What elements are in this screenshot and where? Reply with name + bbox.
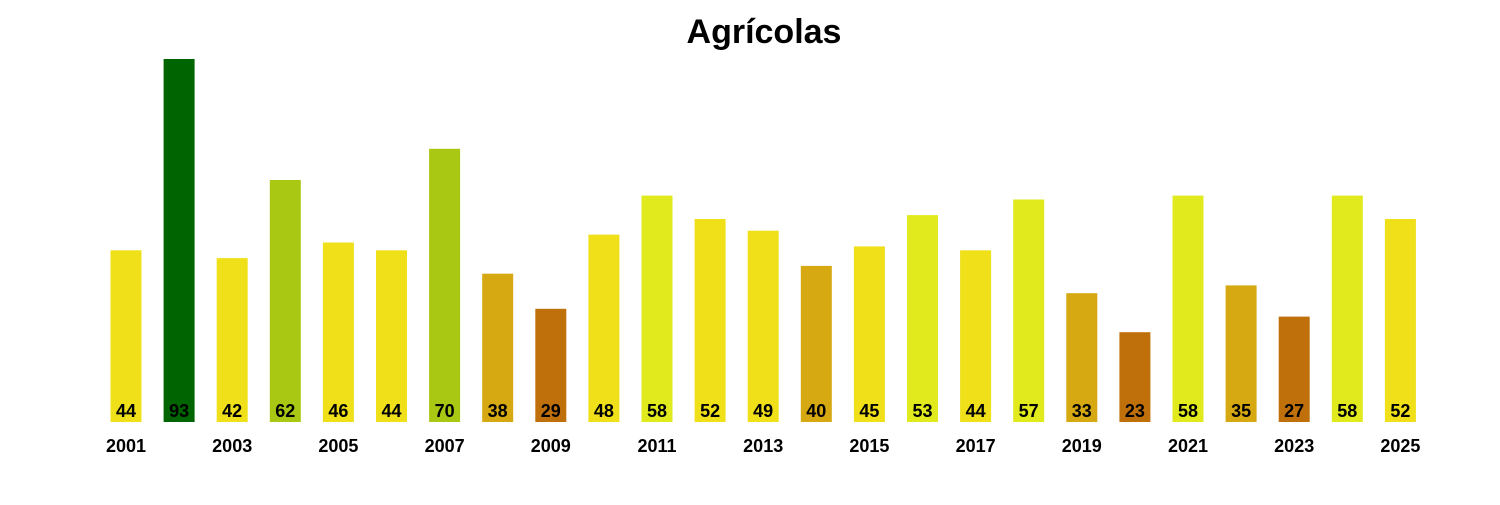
bar-2006 bbox=[376, 250, 407, 422]
value-labels-group: 44 93 42 62 46 44 70 38 29 48 58 52 49 40 45 53 44 57 33 23… bbox=[116, 401, 1410, 421]
bar-2009 bbox=[535, 308, 567, 422]
bar-2020 bbox=[1119, 332, 1151, 422]
value-label-2002: 93 bbox=[169, 401, 189, 421]
value-label-2023: 27 bbox=[1284, 401, 1304, 421]
bar-2010 bbox=[588, 234, 620, 422]
x-tick-label-2017: 2017 bbox=[956, 436, 996, 456]
bar-2016 bbox=[907, 215, 938, 422]
bar-2015 bbox=[853, 246, 885, 422]
value-label-2009: 29 bbox=[541, 401, 561, 421]
value-label-2014: 40 bbox=[806, 401, 826, 421]
value-label-2003: 42 bbox=[222, 401, 242, 421]
value-label-2011: 58 bbox=[647, 401, 667, 421]
bar-2013 bbox=[747, 230, 779, 422]
bar-2017 bbox=[960, 250, 992, 422]
x-tick-label-2023: 2023 bbox=[1274, 436, 1314, 456]
x-tick-label-2015: 2015 bbox=[849, 436, 889, 456]
bar-2023 bbox=[1278, 316, 1310, 422]
chart-title: Agrícolas bbox=[687, 13, 842, 51]
bar-2002 bbox=[163, 59, 195, 422]
x-tick-label-2001: 2001 bbox=[106, 436, 146, 456]
x-tick-label-2019: 2019 bbox=[1062, 436, 1102, 456]
value-label-2015: 45 bbox=[859, 401, 879, 421]
bar-2001 bbox=[110, 250, 142, 422]
value-label-2020: 23 bbox=[1125, 401, 1145, 421]
x-tick-label-2013: 2013 bbox=[743, 436, 783, 456]
bar-2008 bbox=[482, 273, 514, 422]
bar-2007 bbox=[429, 148, 461, 423]
bar-2022 bbox=[1225, 285, 1257, 422]
bar-2019 bbox=[1066, 293, 1098, 422]
x-axis-tick-labels: 2001 2003 2005 2007 2009 2011 2013 2015 2017 2019… bbox=[106, 436, 1420, 456]
value-label-2006: 44 bbox=[381, 401, 401, 421]
x-tick-label-2007: 2007 bbox=[425, 436, 465, 456]
value-label-2021: 58 bbox=[1178, 401, 1198, 421]
value-label-2007: 70 bbox=[435, 401, 455, 421]
value-label-2019: 33 bbox=[1072, 401, 1092, 421]
bar-2005 bbox=[322, 242, 354, 422]
value-label-2010: 48 bbox=[594, 401, 614, 421]
x-tick-label-2021: 2021 bbox=[1168, 436, 1208, 456]
value-label-2004: 62 bbox=[275, 401, 295, 421]
bar-2024 bbox=[1331, 195, 1363, 422]
bars-group bbox=[110, 59, 1416, 423]
bar-2011 bbox=[641, 195, 673, 422]
x-tick-label-2003: 2003 bbox=[212, 436, 252, 456]
bar-2012 bbox=[694, 219, 726, 422]
value-label-2001: 44 bbox=[116, 401, 136, 421]
bar-2003 bbox=[216, 258, 248, 422]
bar-2021 bbox=[1172, 195, 1204, 422]
x-tick-label-2005: 2005 bbox=[318, 436, 358, 456]
value-label-2025: 52 bbox=[1390, 401, 1410, 421]
bar-2004 bbox=[269, 180, 301, 422]
value-label-2012: 52 bbox=[700, 401, 720, 421]
x-tick-label-2011: 2011 bbox=[637, 436, 676, 456]
bar-2018 bbox=[1013, 199, 1045, 422]
value-label-2013: 49 bbox=[753, 401, 773, 421]
x-tick-label-2025: 2025 bbox=[1380, 436, 1420, 456]
value-label-2005: 46 bbox=[328, 401, 348, 421]
bar-2025 bbox=[1384, 219, 1416, 422]
value-label-2017: 44 bbox=[966, 401, 986, 421]
value-label-2016: 53 bbox=[912, 401, 932, 421]
bar-2014 bbox=[800, 265, 832, 422]
value-label-2008: 38 bbox=[488, 401, 508, 421]
value-label-2018: 57 bbox=[1019, 401, 1039, 421]
value-label-2022: 35 bbox=[1231, 401, 1251, 421]
value-label-2024: 58 bbox=[1337, 401, 1357, 421]
x-tick-label-2009: 2009 bbox=[531, 436, 571, 456]
